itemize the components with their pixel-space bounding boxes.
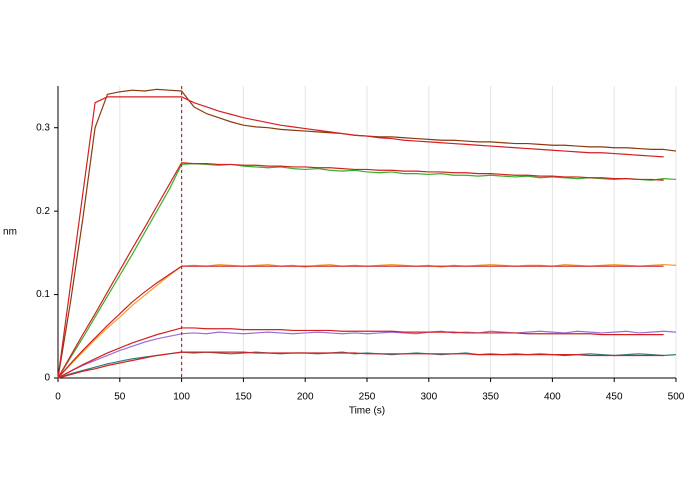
y-tick-label: 0.2 — [36, 206, 50, 217]
y-tick-label: 0.3 — [36, 122, 50, 133]
x-tick-label: 0 — [55, 392, 61, 403]
x-tick-label: 350 — [482, 392, 499, 403]
series-line — [57, 351, 664, 379]
series-line — [57, 162, 677, 379]
series-line — [57, 265, 664, 379]
y-tick-label: 0.1 — [36, 289, 50, 300]
x-tick-label: 300 — [420, 392, 437, 403]
x-tick-label: 400 — [544, 392, 561, 403]
x-tick-label: 50 — [114, 392, 126, 403]
x-tick-label: 500 — [668, 392, 685, 403]
series-line — [57, 327, 664, 379]
series-line — [57, 330, 677, 379]
x-tick-label: 250 — [359, 392, 376, 403]
y-tick-label: 0 — [44, 373, 50, 384]
x-tick-label: 150 — [235, 392, 252, 403]
x-tick-label: 100 — [173, 392, 190, 403]
y-axis-label: nm — [3, 227, 17, 238]
series-line — [57, 162, 664, 379]
x-tick-label: 200 — [297, 392, 314, 403]
x-axis-label: Time (s) — [349, 406, 385, 417]
x-tick-label: 450 — [606, 392, 623, 403]
series-line — [57, 96, 664, 379]
